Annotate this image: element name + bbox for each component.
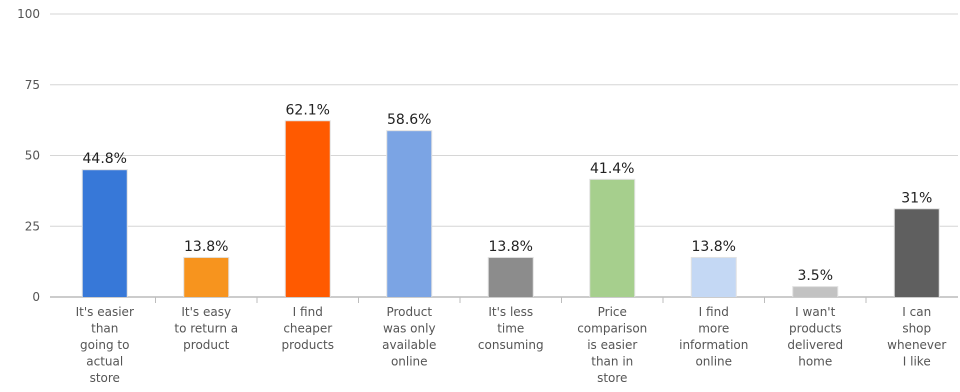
category-label-line: available [382, 338, 436, 352]
bar [793, 287, 838, 297]
bar [691, 257, 736, 297]
bar [590, 179, 635, 297]
y-tick-label: 50 [25, 149, 40, 163]
category-label: It's easier than going to actual store [76, 305, 134, 385]
category-label: It's easy to return a product [174, 305, 238, 352]
category-label-line: than [91, 322, 118, 336]
category-label-line: was only [383, 322, 436, 336]
category-label-line: store [597, 371, 627, 385]
bar [184, 257, 229, 297]
category-label: I wan't products delivered home [787, 305, 843, 369]
category-label-line: I find [293, 305, 323, 319]
y-tick-label: 100 [17, 7, 40, 21]
value-label: 58.6% [387, 112, 431, 128]
category-label-line: I wan't [795, 305, 835, 319]
category-label-line: information [679, 338, 748, 352]
y-tick-label: 75 [25, 78, 40, 92]
y-axis-ticks: 0 25 50 75 100 [17, 7, 40, 304]
value-label: 44.8% [83, 151, 127, 167]
bar [82, 170, 127, 297]
category-label-line: delivered [787, 338, 843, 352]
category-label-line: online [391, 355, 428, 369]
value-label: 3.5% [797, 268, 833, 284]
category-label-line: product [183, 338, 229, 352]
category-label-line: going to [80, 338, 129, 352]
category-label: I find cheaper products [282, 305, 334, 352]
value-label: 13.8% [184, 239, 228, 255]
value-label: 31% [901, 190, 932, 206]
category-label-line: cheaper [283, 322, 332, 336]
value-label: 13.8% [489, 239, 533, 255]
category-label-line: than in [591, 355, 633, 369]
category-label-line: actual [86, 355, 123, 369]
category-label-line: is easier [587, 338, 637, 352]
bar [488, 257, 533, 297]
category-label-line: store [90, 371, 120, 385]
category-label: Price comparison is easier than in store [577, 305, 647, 385]
category-label: I can shop whenever I like [887, 305, 946, 369]
bars [81, 120, 940, 297]
category-label-line: Price [598, 305, 627, 319]
category-label-line: shop [902, 322, 931, 336]
category-label-line: Product [386, 305, 432, 319]
value-label: 13.8% [692, 239, 736, 255]
category-label-line: whenever [887, 338, 946, 352]
category-label-line: consuming [478, 338, 544, 352]
value-labels: 44.8% 13.8% 62.1% 58.6% 13.8% 41.4% 13.8% 3.5% 3… [83, 102, 933, 284]
category-label-line: I can [902, 305, 931, 319]
category-label-line: I like [903, 355, 931, 369]
category-label-line: products [282, 338, 334, 352]
y-tick-label: 0 [32, 290, 40, 304]
category-label-line: It's easier [76, 305, 134, 319]
category-label-line: home [798, 355, 832, 369]
category-label-line: to return a [174, 322, 238, 336]
value-label: 62.1% [286, 102, 330, 118]
category-label-line: online [695, 355, 732, 369]
category-label-line: more [698, 322, 729, 336]
bar [285, 121, 330, 297]
category-label: It's less time consuming [478, 305, 544, 352]
category-label: I find more information online [679, 305, 748, 369]
bar [894, 209, 939, 297]
category-label-line: time [497, 322, 524, 336]
bar [387, 131, 432, 297]
category-label-line: It's less [488, 305, 533, 319]
y-tick-label: 25 [25, 219, 40, 233]
category-label-line: products [789, 322, 841, 336]
value-label: 41.4% [590, 161, 634, 177]
category-label-line: comparison [577, 322, 647, 336]
category-label: Product was only available online [382, 305, 436, 369]
category-label-line: It's easy [181, 305, 231, 319]
category-label-line: I find [699, 305, 729, 319]
